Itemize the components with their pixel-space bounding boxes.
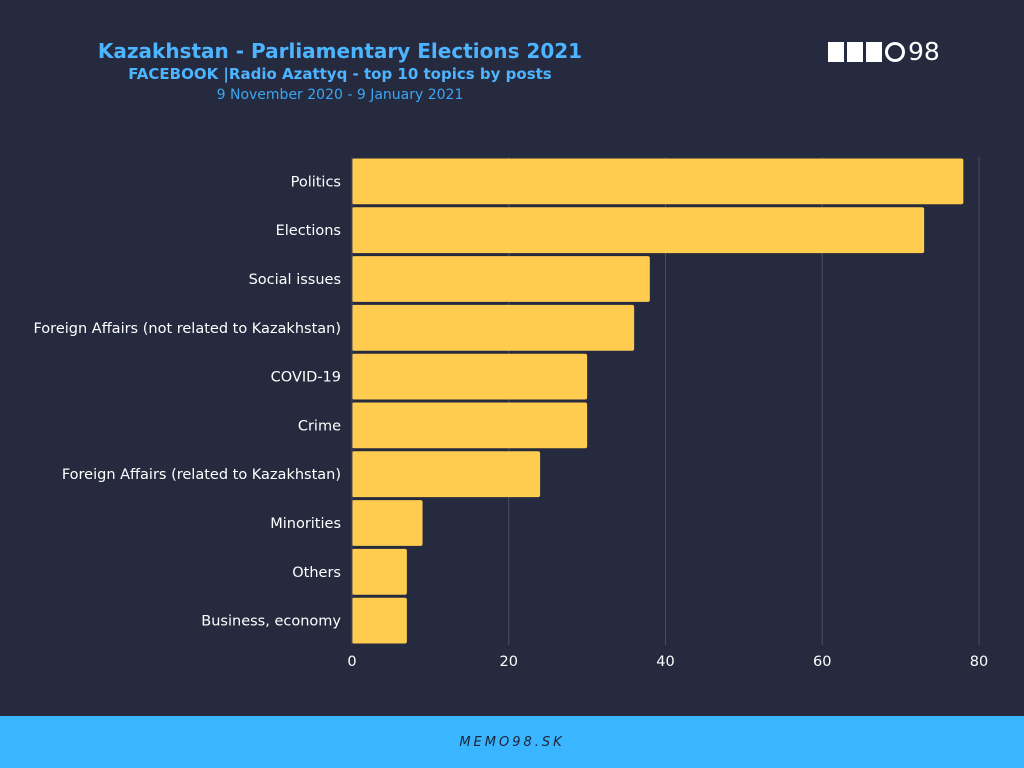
- category-label-5: Crime: [298, 418, 341, 434]
- footer-bar: MEMO98.SK: [0, 716, 1024, 768]
- bar-2: [352, 256, 650, 302]
- x-tick-label-4: 80: [970, 654, 988, 670]
- category-label-8: Others: [292, 565, 341, 581]
- category-label-7: Minorities: [270, 516, 341, 532]
- bar-chart: Politics Elections Social issues Foreign Af…: [33, 157, 988, 670]
- x-tick-label-3: 60: [813, 654, 831, 670]
- bar-0: [352, 158, 964, 205]
- category-label-9: Business, economy: [201, 614, 341, 630]
- x-tick-label-0: 0: [347, 654, 356, 670]
- x-tick-label-1: 20: [500, 654, 518, 670]
- logo-block-m1: [828, 42, 844, 62]
- chart-header: Kazakhstan - Parliamentary Elections 202…: [0, 38, 680, 106]
- bar-8: [352, 548, 407, 595]
- bar-4: [352, 353, 588, 400]
- category-label-1: Elections: [276, 223, 341, 239]
- category-label-6: Foreign Affairs (related to Kazakhstan): [62, 467, 341, 483]
- bar-1: [352, 207, 925, 254]
- logo-block-m2: [866, 42, 882, 62]
- category-label-4: COVID-19: [271, 370, 341, 386]
- footer-text: MEMO98.SK: [459, 734, 565, 750]
- x-tick-label-2: 40: [656, 654, 674, 670]
- bar-5: [352, 402, 588, 449]
- logo-block-o: [885, 42, 905, 62]
- chart-subtitle: FACEBOOK |Radio Azattyq - top 10 topics …: [128, 65, 552, 83]
- category-label-2: Social issues: [249, 272, 341, 288]
- logo-text: 98: [908, 37, 940, 66]
- bar-3: [352, 304, 635, 351]
- category-label-0: Politics: [291, 174, 341, 190]
- bar-7: [352, 500, 423, 546]
- date-range: 9 November 2020 - 9 January 2021: [216, 87, 464, 103]
- bar-9: [352, 597, 407, 644]
- category-label-3: Foreign Affairs (not related to Kazakhst…: [33, 321, 341, 337]
- bar-6: [352, 451, 541, 498]
- logo-block-e: [847, 42, 863, 62]
- memo98-logo: 98: [828, 38, 940, 66]
- chart-title: Kazakhstan - Parliamentary Elections 202…: [97, 39, 583, 63]
